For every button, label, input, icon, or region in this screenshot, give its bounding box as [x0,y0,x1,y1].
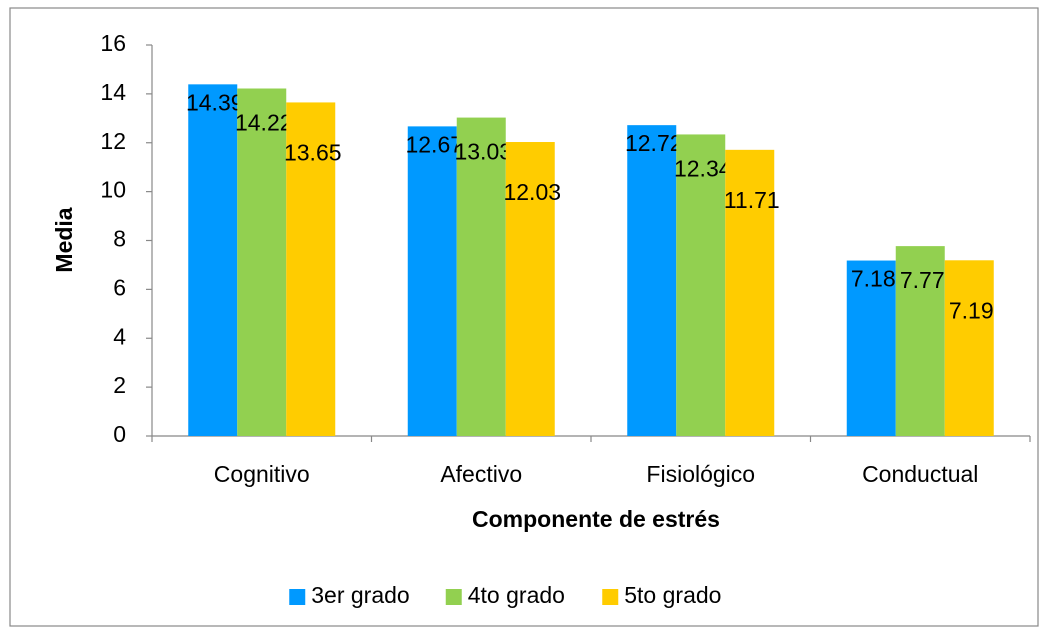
bar [505,142,555,436]
y-tick-label: 8 [113,226,126,252]
y-tick-label: 4 [113,323,126,349]
y-tick-label: 2 [113,372,126,398]
bar [407,126,457,436]
bar [237,88,287,436]
data-label: 12.34 [674,156,732,182]
x-tick-label: Cognitivo [214,461,310,487]
data-label: 13.65 [284,140,342,166]
legend-swatch [445,589,462,605]
data-label: 12.72 [625,130,683,156]
data-label: 7.18 [851,266,896,292]
data-label: 12.03 [503,179,561,205]
y-tick-label: 12 [100,128,126,154]
bar [846,260,896,436]
legend-swatch [602,589,619,605]
data-label: 14.39 [186,89,244,115]
bar [725,149,775,437]
data-label: 12.67 [405,131,463,157]
bar [188,84,238,437]
data-label: 14.22 [235,110,293,136]
bar [676,134,726,436]
legend-label: 5to grado [624,582,721,608]
data-label: 7.19 [949,297,994,323]
data-label: 11.71 [724,187,780,213]
x-tick-label: Fisiológico [646,461,755,487]
data-label: 13.03 [454,139,512,165]
data-label: 7.77 [900,267,945,293]
legend-label: 3er grado [311,582,409,608]
bar [627,125,677,436]
y-tick-label: 14 [100,79,126,105]
bar [895,246,945,436]
x-axis-title: Componente de estrés [472,506,720,532]
bar [286,102,336,436]
bar [456,117,506,436]
y-tick-label: 16 [100,30,126,56]
bar [944,260,994,436]
y-tick-label: 10 [100,177,126,203]
y-tick-label: 0 [113,421,126,447]
x-tick-label: Conductual [862,461,978,487]
legend-swatch [289,589,306,605]
y-axis-title: Media [51,207,77,272]
legend-label: 4to grado [468,582,565,608]
y-tick-label: 6 [113,274,126,300]
x-tick-label: Afectivo [440,461,522,487]
